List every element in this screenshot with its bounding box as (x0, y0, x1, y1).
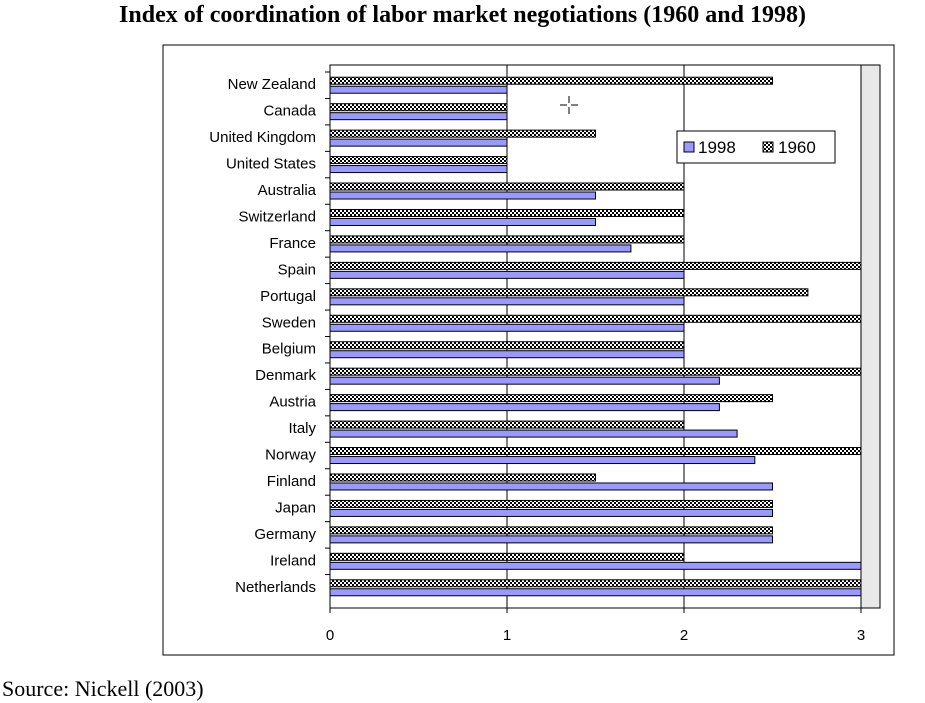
bar-1998 (329, 561, 862, 570)
bar-1960 (329, 552, 685, 561)
category-label: Italy (288, 420, 316, 437)
bar-1998 (329, 165, 508, 174)
bar-1998 (329, 85, 508, 94)
bar-1960 (329, 499, 773, 508)
bar-1960 (329, 473, 596, 482)
category-label: Sweden (262, 314, 316, 331)
bar-1998 (329, 429, 738, 438)
bar-1960 (329, 314, 862, 323)
bar-1998 (329, 350, 685, 359)
category-label: Australia (258, 182, 317, 199)
x-tick-label: 1 (503, 627, 511, 644)
bar-1998 (329, 588, 862, 597)
bar-1998 (329, 535, 773, 544)
bar-1960 (329, 182, 685, 191)
category-label: Spain (278, 261, 316, 278)
plot-right-wall (860, 64, 881, 609)
bar-1998 (329, 270, 685, 279)
bar-1998 (329, 191, 596, 200)
legend-label-1960: 1960 (778, 138, 816, 157)
bar-1960 (329, 447, 862, 456)
bar-1960 (329, 526, 773, 535)
bar-1998 (329, 297, 685, 306)
category-label: United States (226, 156, 316, 173)
legend-swatch-1998 (683, 141, 695, 153)
source-note: Source: Nickell (2003) (2, 676, 204, 701)
bar-1960 (329, 208, 685, 217)
crosshair-move-icon (560, 96, 578, 114)
category-label: Belgium (262, 341, 316, 358)
legend-swatch-1960 (762, 141, 774, 153)
bar-1998 (329, 403, 720, 412)
category-label: Germany (254, 526, 316, 543)
bar-1960 (329, 235, 685, 244)
bar-1960 (329, 156, 508, 165)
bar-1998 (329, 482, 773, 491)
bar-1960 (329, 394, 773, 403)
bar-1998 (329, 217, 596, 226)
chart-title: Index of coordination of labor market ne… (119, 2, 806, 28)
bar-1998 (329, 456, 756, 465)
category-label: Ireland (270, 552, 316, 569)
bar-1998 (329, 244, 632, 253)
legend-label-1998: 1998 (698, 138, 736, 157)
category-label: Finland (267, 473, 316, 490)
category-label: Netherlands (235, 579, 316, 596)
x-tick-label: 2 (680, 627, 688, 644)
legend-box (676, 130, 836, 164)
bar-1960 (329, 103, 508, 112)
bar-1960 (329, 76, 773, 85)
bar-1960 (329, 261, 862, 270)
category-label: New Zealand (228, 76, 316, 93)
bar-1960 (329, 288, 809, 297)
category-label: Norway (265, 447, 316, 464)
x-tick-label: 0 (326, 627, 334, 644)
x-tick-label: 3 (857, 627, 865, 644)
bar-1960 (329, 341, 685, 350)
legend: 1998 1960 (676, 130, 836, 164)
category-label: Austria (269, 394, 316, 411)
bar-1998 (329, 376, 720, 385)
category-label: United Kingdom (209, 129, 316, 146)
category-label: Canada (263, 103, 316, 120)
category-label: Japan (275, 499, 316, 516)
bar-1960 (329, 367, 862, 376)
category-label: Portugal (260, 288, 316, 305)
bar-1998 (329, 138, 508, 147)
bar-1998 (329, 508, 773, 517)
bar-1998 (329, 323, 685, 332)
category-label: Denmark (255, 367, 316, 384)
category-label: France (269, 235, 316, 252)
bar-1960 (329, 420, 685, 429)
bar-1960 (329, 129, 596, 138)
bar-1998 (329, 112, 508, 121)
bar-1960 (329, 579, 862, 588)
category-label: Switzerland (238, 208, 316, 225)
